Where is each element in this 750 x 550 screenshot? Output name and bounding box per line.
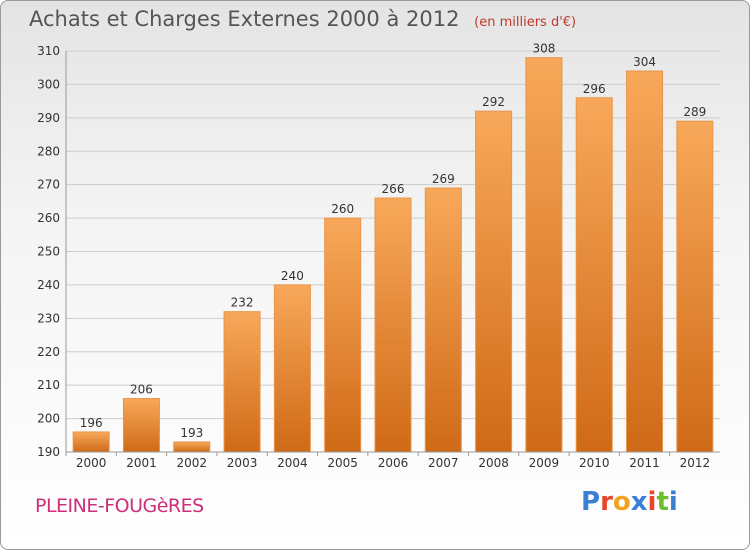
logo-letter: P bbox=[581, 487, 601, 517]
y-tick-label: 260 bbox=[37, 211, 60, 225]
x-tick-label: 2010 bbox=[579, 456, 610, 470]
x-tick-label: 2002 bbox=[176, 456, 207, 470]
chart-title-text: Achats et Charges Externes 2000 à 2012 bbox=[29, 7, 460, 31]
x-tick-label: 2004 bbox=[277, 456, 308, 470]
bar-2005 bbox=[324, 217, 362, 453]
bar-2006 bbox=[374, 197, 412, 453]
y-tick-label: 290 bbox=[37, 111, 60, 125]
logo-letter: r bbox=[600, 487, 613, 517]
x-tick-label: 2007 bbox=[428, 456, 459, 470]
logo-letter: o bbox=[612, 487, 631, 517]
y-tick-label: 200 bbox=[37, 412, 60, 426]
data-label-2006: 266 bbox=[382, 182, 405, 196]
data-label-2011: 304 bbox=[633, 55, 656, 69]
bar-2008 bbox=[475, 110, 513, 453]
bar-2011 bbox=[626, 70, 664, 453]
bar-2002 bbox=[173, 441, 211, 453]
logo-letter: t bbox=[656, 487, 669, 517]
y-axis-ticks: 190 200 210 220 230 240 250 260 270 280 290 300 310 bbox=[37, 44, 60, 459]
town-name: PLEINE-FOUGèRES bbox=[35, 495, 204, 517]
x-axis-ticks: 2000 2001 2002 2003 2004 2005 2006 2007 2008 2009… bbox=[65, 452, 711, 470]
data-label-2005: 260 bbox=[331, 202, 354, 216]
data-label-2002: 193 bbox=[180, 426, 203, 440]
chart-subtitle: (en milliers d'€) bbox=[474, 15, 577, 30]
data-label-2012: 289 bbox=[683, 105, 706, 119]
y-tick-label: 300 bbox=[37, 77, 60, 91]
y-tick-label: 310 bbox=[37, 44, 60, 58]
logo-letter: i bbox=[647, 487, 657, 517]
data-label-2000: 196 bbox=[80, 416, 103, 430]
bar-2004 bbox=[273, 284, 311, 453]
data-label-2010: 296 bbox=[583, 82, 606, 96]
x-tick-label: 2003 bbox=[227, 456, 258, 470]
logo-letter: x bbox=[630, 487, 648, 517]
x-tick-label: 2012 bbox=[680, 456, 711, 470]
bar-2000 bbox=[72, 431, 110, 453]
data-label-2001: 206 bbox=[130, 383, 153, 397]
axes bbox=[65, 51, 720, 453]
chart-title: Achats et Charges Externes 2000 à 2012 (… bbox=[29, 7, 576, 31]
bar-2010 bbox=[575, 97, 613, 453]
x-tick-label: 2005 bbox=[327, 456, 358, 470]
y-tick-label: 250 bbox=[37, 245, 60, 259]
bar-2012 bbox=[676, 120, 714, 453]
data-label-2009: 308 bbox=[532, 42, 555, 56]
x-tick-label: 2006 bbox=[378, 456, 409, 470]
bar-2003 bbox=[223, 311, 261, 453]
data-label-2008: 292 bbox=[482, 95, 505, 109]
bar-2007 bbox=[424, 187, 462, 453]
y-tick-label: 220 bbox=[37, 345, 60, 359]
x-tick-label: 2001 bbox=[126, 456, 157, 470]
y-tick-label: 240 bbox=[37, 278, 60, 292]
data-label-2003: 232 bbox=[231, 296, 254, 310]
bars bbox=[72, 57, 714, 453]
data-label-2007: 269 bbox=[432, 172, 455, 186]
x-tick-label: 2009 bbox=[529, 456, 560, 470]
y-tick-label: 230 bbox=[37, 311, 60, 325]
y-tick-label: 280 bbox=[37, 144, 60, 158]
proxiti-logo[interactable]: Proxiti bbox=[581, 487, 678, 517]
bar-2001 bbox=[122, 398, 160, 453]
y-tick-label: 210 bbox=[37, 378, 60, 392]
x-tick-label: 2000 bbox=[76, 456, 107, 470]
y-tick-label: 190 bbox=[37, 445, 60, 459]
data-label-2004: 240 bbox=[281, 269, 304, 283]
data-labels: 196 206 193 232 240 260 266 269 292 308 296 304 289 bbox=[80, 42, 707, 440]
y-tick-label: 270 bbox=[37, 178, 60, 192]
logo-letter: i bbox=[668, 487, 678, 517]
x-tick-label: 2008 bbox=[478, 456, 509, 470]
x-tick-label: 2011 bbox=[629, 456, 660, 470]
bar-2009 bbox=[525, 57, 563, 453]
